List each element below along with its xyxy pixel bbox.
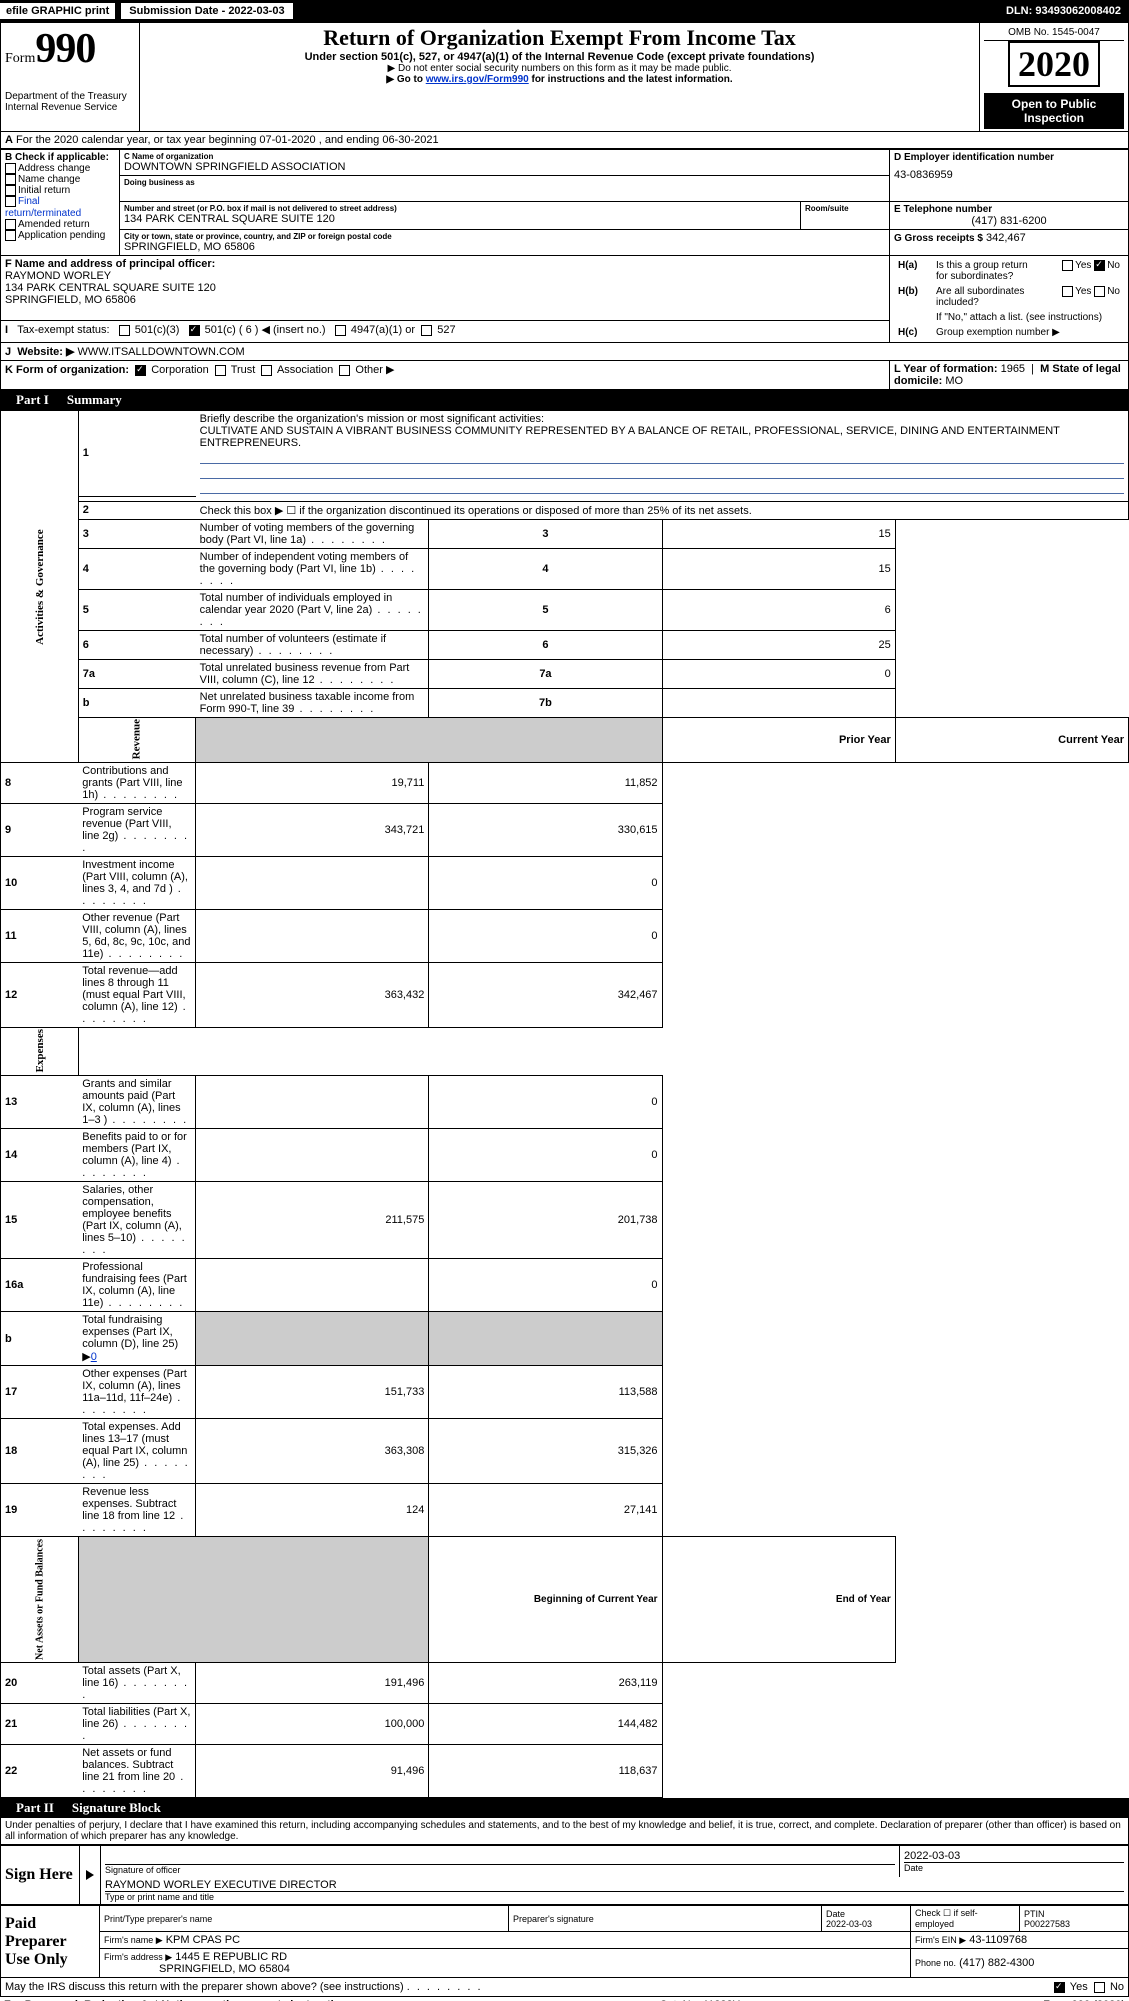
col-current: Current Year [895,717,1128,762]
signature-table: Sign Here Signature of officer 2022-03-0… [0,1845,1129,1905]
org-name: DOWNTOWN SPRINGFIELD ASSOCIATION [124,161,885,173]
chk-app-pending[interactable]: Application pending [5,230,115,241]
line2: Check this box ▶ ☐ if the organization d… [196,501,1129,519]
submission-date: Submission Date - 2022-03-03 [121,3,292,19]
tax-year: 2020 [1008,41,1100,87]
dln: DLN: 93493062008402 [1006,5,1129,17]
sig-date: 2022-03-03 [904,1850,1124,1862]
page-footer: For Paperwork Reduction Act Notice, see … [0,1997,1129,2001]
irs-link[interactable]: www.irs.gov/Form990 [426,74,529,85]
header-table: Form990 Return of Organization Exempt Fr… [0,22,1129,132]
street-address: 134 PARK CENTRAL SQUARE SUITE 120 [124,213,796,225]
box-e-label: E Telephone number [894,204,1124,215]
ein: 43-0836959 [894,163,1124,187]
col-begin: Beginning of Current Year [429,1537,662,1663]
officer-addr1: 134 PARK CENTRAL SQUARE SUITE 120 [5,282,216,294]
room-label: Room/suite [805,204,885,213]
chk-address[interactable]: Address change [5,163,115,174]
box-k-label: K Form of organization: [5,364,129,376]
line16b: Total fundraising expenses (Part IX, col… [78,1312,195,1366]
officer-printed-name: RAYMOND WORLEY EXECUTIVE DIRECTOR [105,1879,1124,1891]
sign-here: Sign Here [1,1846,80,1905]
side-revenue: Revenue [78,717,195,762]
box-b-header: B Check if applicable: [5,152,115,163]
side-governance: Activities & Governance [1,411,79,763]
discuss-line: May the IRS discuss this return with the… [0,1978,1129,1997]
box-c-label: C Name of organization [124,152,885,161]
h-c-text: Group exemption number ▶ [932,325,1124,340]
city-state-zip: SPRINGFIELD, MO 65806 [124,241,885,253]
officer-addr2: SPRINGFIELD, MO 65806 [5,294,136,306]
form-990-label: Form990 [5,25,135,73]
dba-label: Doing business as [124,178,885,187]
part1-table: Activities & Governance 1 Briefly descri… [0,410,1129,1798]
side-net: Net Assets or Fund Balances [1,1537,79,1663]
officer-name: RAYMOND WORLEY [5,270,111,282]
website: WWW.ITSALLDOWNTOWN.COM [77,346,244,358]
dept-treasury: Department of the Treasury [5,91,135,102]
efile-label[interactable]: efile GRAPHIC print [0,3,115,19]
city-label: City or town, state or province, country… [124,232,885,241]
part2-header: Part IISignature Block [0,1798,1129,1818]
open-inspection: Open to PublicInspection [984,93,1124,129]
box-i-label: Tax-exempt status: [17,324,109,336]
period-line: A For the 2020 calendar year, or tax yea… [0,132,1129,149]
note-goto: ▶ Go to www.irs.gov/Form990 for instruct… [144,74,975,85]
form-subtitle: Under section 501(c), 527, or 4947(a)(1)… [144,51,975,63]
note-ssn: ▶ Do not enter social security numbers o… [144,63,975,74]
irs-label: Internal Revenue Service [5,102,135,113]
mission-text: CULTIVATE AND SUSTAIN A VIBRANT BUSINESS… [200,425,1060,449]
discuss-yes[interactable] [1054,1982,1065,1993]
addr-label: Number and street (or P.O. box if mail i… [124,204,796,213]
penalty-text: Under penalties of perjury, I declare th… [0,1818,1129,1845]
chk-initial[interactable]: Initial return [5,185,115,196]
arrow-icon [86,1870,94,1880]
sig-officer-label: Signature of officer [105,1864,895,1875]
discuss-no[interactable] [1094,1982,1105,1993]
entity-table: B Check if applicable: Address change Na… [0,149,1129,390]
col-prior: Prior Year [662,717,895,762]
h-b-text: Are all subordinates included? [932,284,1036,310]
gross-receipts: 342,467 [986,232,1026,244]
box-g-label: G Gross receipts $ [894,233,983,244]
chk-final[interactable]: Final return/terminated [5,196,115,218]
phone: (417) 831-6200 [894,215,1124,227]
box-d-label: D Employer identification number [894,152,1124,163]
top-bar: efile GRAPHIC print Submission Date - 20… [0,0,1129,22]
form-title: Return of Organization Exempt From Incom… [144,25,975,51]
h-note: If "No," attach a list. (see instruction… [932,310,1124,325]
col-end: End of Year [662,1537,895,1663]
box-f-label: F Name and address of principal officer: [5,258,215,270]
omb-number: OMB No. 1545-0047 [984,25,1124,41]
firm-phone: (417) 882-4300 [959,1957,1034,1969]
box-j-label: Website: ▶ [17,346,74,358]
firm-ein: 43-1109768 [969,1934,1027,1946]
side-expenses: Expenses [1,1027,79,1075]
part1-header: Part ISummary [0,390,1129,410]
paid-preparer: Paid Preparer Use Only [1,1906,100,1978]
firm-name: KPM CPAS PC [166,1934,240,1946]
chk-name[interactable]: Name change [5,174,115,185]
h-a-text: Is this a group return for subordinates? [932,258,1036,284]
preparer-table: Paid Preparer Use Only Print/Type prepar… [0,1905,1129,1978]
chk-amended[interactable]: Amended return [5,219,115,230]
